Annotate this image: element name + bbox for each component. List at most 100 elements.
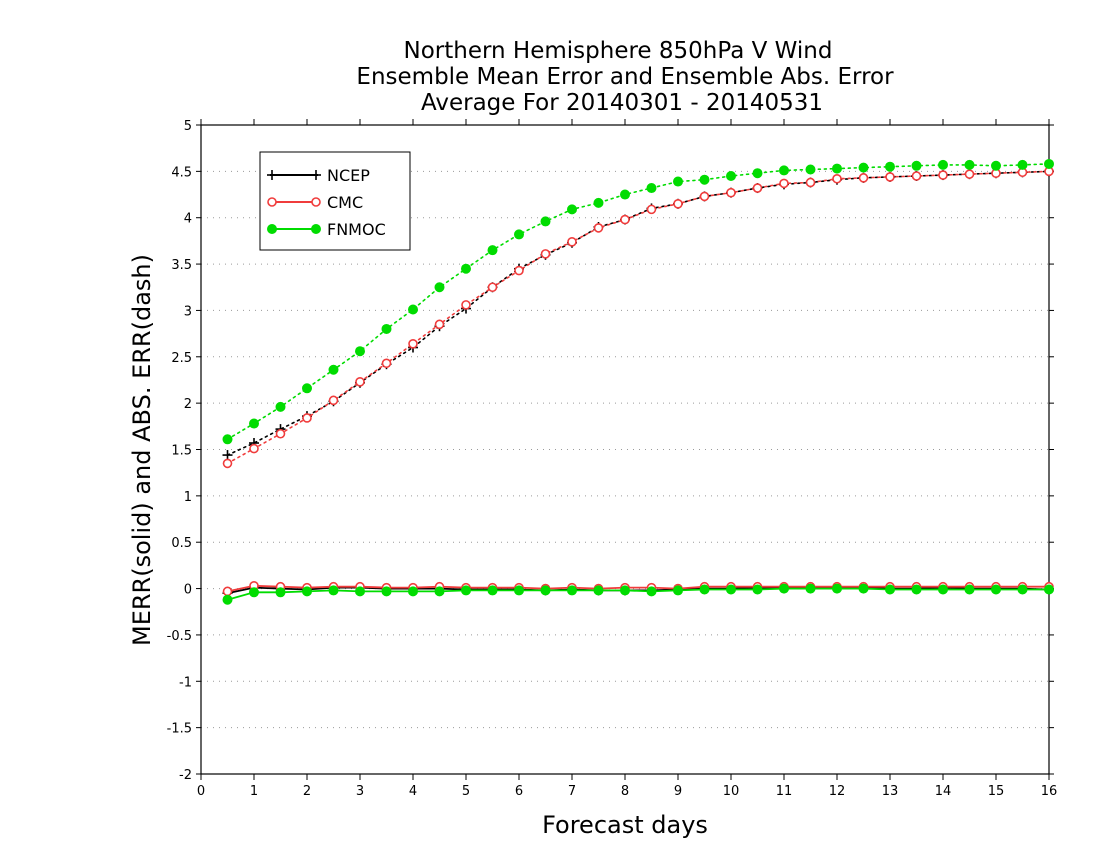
fnmoc-mean-error-point [699,584,710,595]
fnmoc-abs-error-point [567,204,577,215]
fnmoc-abs-error-point [858,162,869,173]
fnmoc-abs-error-point [328,364,339,375]
fnmoc-mean-error-point [540,585,551,596]
legend-marker-cmc [311,197,321,207]
chart-title-line-1: Northern Hemisphere 850hPa V Wind [404,38,833,64]
cmc-abs-error-point [646,204,657,215]
fnmoc-abs-error-point [1017,159,1028,170]
fnmoc-abs-error-point [646,183,657,194]
cmc-abs-error-point [620,214,630,225]
y-tick-label: -0.5 [167,629,192,644]
cmc-abs-error-point [275,428,286,439]
y-tick-label: 3 [184,304,192,319]
x-tick-label: 1 [250,784,258,799]
fnmoc-mean-error-point [222,594,233,605]
y-axis-ticks: -2 -1.5 -1 -0.5 0 0.5 1 1.5 2 2.5 3 3.5 4 4.5 5 [167,119,1054,783]
y-tick-label: 4 [184,212,192,227]
x-tick-label: 4 [409,784,417,799]
fnmoc-mean-error-point [355,586,365,597]
series-layer [222,158,1054,605]
x-tick-label: 15 [988,784,1005,799]
cmc-abs-error-point [249,443,259,454]
y-tick-label: 2 [184,397,192,412]
fnmoc-mean-error-point [832,583,842,594]
x-tick-label: 5 [462,784,470,799]
legend-entry-cmc: CMC [267,193,363,212]
fnmoc-mean-error-point [726,584,736,595]
legend-marker-cmc [267,197,277,207]
fnmoc-mean-error-point [487,585,498,596]
y-tick-label: -1 [179,675,192,690]
fnmoc-mean-error-point [567,585,577,596]
plot-area-frame [200,124,1050,775]
x-axis-label: Forecast days [542,811,708,839]
cmc-abs-error-point [964,169,975,179]
fnmoc-abs-error-point [911,160,922,171]
x-tick-label: 10 [723,784,740,799]
fnmoc-abs-error-point [885,161,895,172]
fnmoc-abs-error-point [275,401,286,412]
fnmoc-abs-error-point [355,346,365,357]
x-tick-label: 0 [197,784,205,799]
fnmoc-mean-error-point [991,584,1001,595]
legend-marker-ncep [311,170,321,180]
fnmoc-mean-error-point [302,586,312,597]
fnmoc-abs-error-point [1044,158,1054,169]
legend: NCEP CMC FNMOC [259,151,411,251]
x-tick-label: 3 [356,784,364,799]
fnmoc-abs-error-point [381,323,392,334]
series-fnmoc [222,158,1054,605]
fnmoc-abs-error-point [991,160,1001,171]
y-tick-label: 1 [184,490,192,505]
fnmoc-mean-error-point [1017,584,1028,595]
cmc-abs-error-point [779,178,789,189]
y-tick-label: 4.5 [171,165,192,180]
fnmoc-mean-error-point [434,586,445,597]
y-axis-label: MERR(solid) and ABS. ERR(dash) [128,254,156,646]
x-tick-label: 6 [515,784,523,799]
chart-title-line-3: Average For 20140301 - 20140531 [421,90,823,116]
cmc-abs-error-point [355,377,365,387]
cmc-abs-error-point [487,282,498,293]
fnmoc-mean-error-point [885,584,895,595]
cmc-abs-error-point [673,199,683,209]
x-axis-ticks: 0 1 2 3 4 5 6 7 8 9 10 11 12 13 14 15 16 [197,119,1057,799]
x-tick-label: 2 [303,784,311,799]
legend-marker-fnmoc [311,224,321,234]
x-tick-label: 13 [882,784,899,799]
fnmoc-mean-error-point [275,587,286,598]
fnmoc-abs-error-point [699,174,710,185]
y-tick-label: 2.5 [171,351,192,366]
chart-title-line-2: Ensemble Mean Error and Ensemble Abs. Er… [356,64,894,90]
cmc-abs-error-point [699,191,710,202]
cmc-abs-error-point [222,458,233,469]
fnmoc-mean-error-point [593,585,604,596]
cmc-abs-error-point [408,339,418,349]
fnmoc-abs-error-point [938,159,948,170]
fnmoc-mean-error-point [514,585,524,596]
legend-label-ncep: NCEP [327,166,370,185]
fnmoc-abs-error-point [726,170,736,181]
legend-marker-fnmoc [267,224,277,234]
fnmoc-abs-error-point [487,245,498,256]
cmc-abs-error-point [832,173,842,184]
fnmoc-abs-error-point [249,418,259,429]
fnmoc-abs-error-point [673,176,683,187]
cmc-abs-error-point [885,172,895,182]
cmc-abs-error-point [726,187,736,198]
y-tick-label: 5 [184,119,192,134]
y-tick-label: 0 [184,583,192,598]
fnmoc-abs-error-point [222,434,233,445]
cmc-abs-error-point [938,170,948,180]
legend-label-fnmoc: FNMOC [327,220,386,239]
y-tick-label: -2 [179,768,192,783]
y-tick-label: 3.5 [171,258,192,273]
y-tick-label: -1.5 [167,722,192,737]
cmc-abs-error-point [328,395,339,406]
cmc-abs-error-line [226,170,1050,465]
legend-entry-ncep: NCEP [267,166,370,185]
cmc-abs-error-point [752,183,763,193]
fnmoc-abs-error-point [461,263,471,274]
x-tick-label: 16 [1041,784,1058,799]
fnmoc-abs-error-point [805,164,816,175]
